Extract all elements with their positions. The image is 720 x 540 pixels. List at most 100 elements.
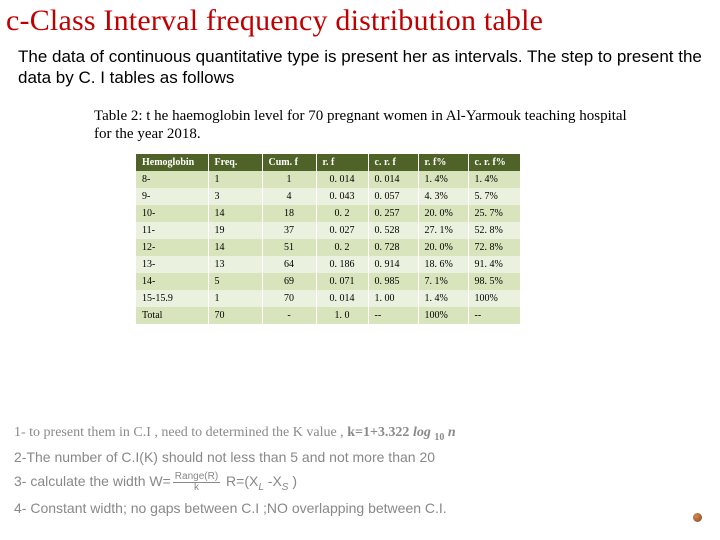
table-cell: 13 (208, 256, 262, 273)
table-cell: 8- (136, 171, 208, 188)
table-header-row: Hemoglobin Freq. Cum. f r. f c. r. f r. … (136, 154, 520, 171)
note-3-fraction: Range(R)k (173, 472, 220, 493)
table-row: 15-15.91700. 0141. 001. 4%100% (136, 290, 520, 307)
table-cell: 10- (136, 205, 208, 222)
note-1-sub: 10 (434, 431, 444, 442)
table-cell: 0. 186 (316, 256, 368, 273)
note-1: 1- to present them in C.I , need to dete… (14, 422, 704, 447)
page-title: c-Class Interval frequency distribution … (0, 0, 720, 40)
table-row: 14-5690. 0710. 9857. 1%98. 5% (136, 273, 520, 290)
table-cell: 3 (208, 188, 262, 205)
note-3-end: ) (288, 473, 297, 489)
table-cell: 0. 914 (368, 256, 418, 273)
note-1-n: n (444, 425, 455, 440)
table-cell: - (262, 307, 316, 324)
table-cell: 0. 528 (368, 222, 418, 239)
note-1-prefix: 1- to present them in C.I , need to dete… (14, 425, 347, 440)
table-cell: 98. 5% (468, 273, 520, 290)
table-caption: Table 2: t he haemoglobin level for 70 p… (0, 89, 720, 151)
table-cell: 12- (136, 239, 208, 256)
table-cell: 15-15.9 (136, 290, 208, 307)
table-cell: 91. 4% (468, 256, 520, 273)
table-cell: 20. 0% (418, 205, 468, 222)
note-3: 3- calculate the width W=Range(R)k R=(XL… (14, 469, 704, 497)
table-row: 11-19370. 0270. 52827. 1%52. 8% (136, 222, 520, 239)
table-row: Total70-1. 0--100%-- (136, 307, 520, 324)
table-cell: 70 (208, 307, 262, 324)
table-cell: 18. 6% (418, 256, 468, 273)
table-cell: 0. 071 (316, 273, 368, 290)
table-row: 10-14180. 20. 25720. 0%25. 7% (136, 205, 520, 222)
table-cell: 13- (136, 256, 208, 273)
col-header: Cum. f (262, 154, 316, 171)
note-2: 2-The number of C.I(K) should not less t… (14, 446, 704, 469)
table-cell: 1. 00 (368, 290, 418, 307)
table-cell: 0. 728 (368, 239, 418, 256)
table-cell: 18 (262, 205, 316, 222)
table-cell: 1. 0 (316, 307, 368, 324)
table-cell: 64 (262, 256, 316, 273)
table-row: 13-13640. 1860. 91418. 6%91. 4% (136, 256, 520, 273)
table-cell: 100% (468, 290, 520, 307)
table-cell: 5. 7% (468, 188, 520, 205)
table-cell: 20. 0% (418, 239, 468, 256)
frequency-table: Hemoglobin Freq. Cum. f r. f c. r. f r. … (136, 154, 521, 324)
table-cell: 0. 014 (316, 290, 368, 307)
col-header: c. r. f (368, 154, 418, 171)
table-cell: 27. 1% (418, 222, 468, 239)
table-cell: 5 (208, 273, 262, 290)
frequency-table-wrap: Hemoglobin Freq. Cum. f r. f c. r. f r. … (0, 150, 720, 324)
table-cell: 4. 3% (418, 188, 468, 205)
table-cell: 14 (208, 239, 262, 256)
table-cell: -- (368, 307, 418, 324)
table-cell: 0. 2 (316, 205, 368, 222)
note-3-dash: -X (264, 473, 282, 489)
table-cell: 9- (136, 188, 208, 205)
table-cell: 1. 4% (418, 290, 468, 307)
table-row: 9-340. 0430. 0574. 3%5. 7% (136, 188, 520, 205)
table-cell: 19 (208, 222, 262, 239)
table-cell: 100% (418, 307, 468, 324)
note-1-log: log (413, 425, 431, 440)
table-row: 12-14510. 20. 72820. 0%72. 8% (136, 239, 520, 256)
table-cell: 37 (262, 222, 316, 239)
table-row: 8-110. 0140. 0141. 4%1. 4% (136, 171, 520, 188)
intro-text: The data of continuous quantitative type… (0, 40, 720, 89)
table-cell: -- (468, 307, 520, 324)
note-3-prefix: 3- calculate the width W= (14, 473, 171, 489)
table-cell: 11- (136, 222, 208, 239)
note-4: 4- Constant width; no gaps between C.I ;… (14, 497, 704, 520)
table-cell: 4 (262, 188, 316, 205)
decorative-dot-icon (693, 513, 702, 522)
col-header: r. f% (418, 154, 468, 171)
table-cell: 1. 4% (468, 171, 520, 188)
table-cell: 0. 257 (368, 205, 418, 222)
notes-block: 1- to present them in C.I , need to dete… (14, 422, 704, 520)
table-cell: 1 (262, 171, 316, 188)
table-cell: 14 (208, 205, 262, 222)
table-cell: 72. 8% (468, 239, 520, 256)
table-cell: 70 (262, 290, 316, 307)
table-cell: 0. 985 (368, 273, 418, 290)
table-cell: 0. 2 (316, 239, 368, 256)
table-cell: 1 (208, 290, 262, 307)
table-body: 8-110. 0140. 0141. 4%1. 4%9-340. 0430. 0… (136, 171, 520, 324)
table-cell: 0. 014 (316, 171, 368, 188)
table-cell: 0. 057 (368, 188, 418, 205)
table-cell: 51 (262, 239, 316, 256)
table-cell: 52. 8% (468, 222, 520, 239)
table-cell: 1 (208, 171, 262, 188)
note-3-frac-bot: k (173, 483, 220, 493)
table-cell: 0. 043 (316, 188, 368, 205)
table-cell: 7. 1% (418, 273, 468, 290)
table-cell: 25. 7% (468, 205, 520, 222)
table-cell: 69 (262, 273, 316, 290)
col-header: r. f (316, 154, 368, 171)
table-cell: 0. 014 (368, 171, 418, 188)
table-cell: 0. 027 (316, 222, 368, 239)
col-header: c. r. f% (468, 154, 520, 171)
table-cell: 1. 4% (418, 171, 468, 188)
col-header: Freq. (208, 154, 262, 171)
table-cell: Total (136, 307, 208, 324)
col-header: Hemoglobin (136, 154, 208, 171)
